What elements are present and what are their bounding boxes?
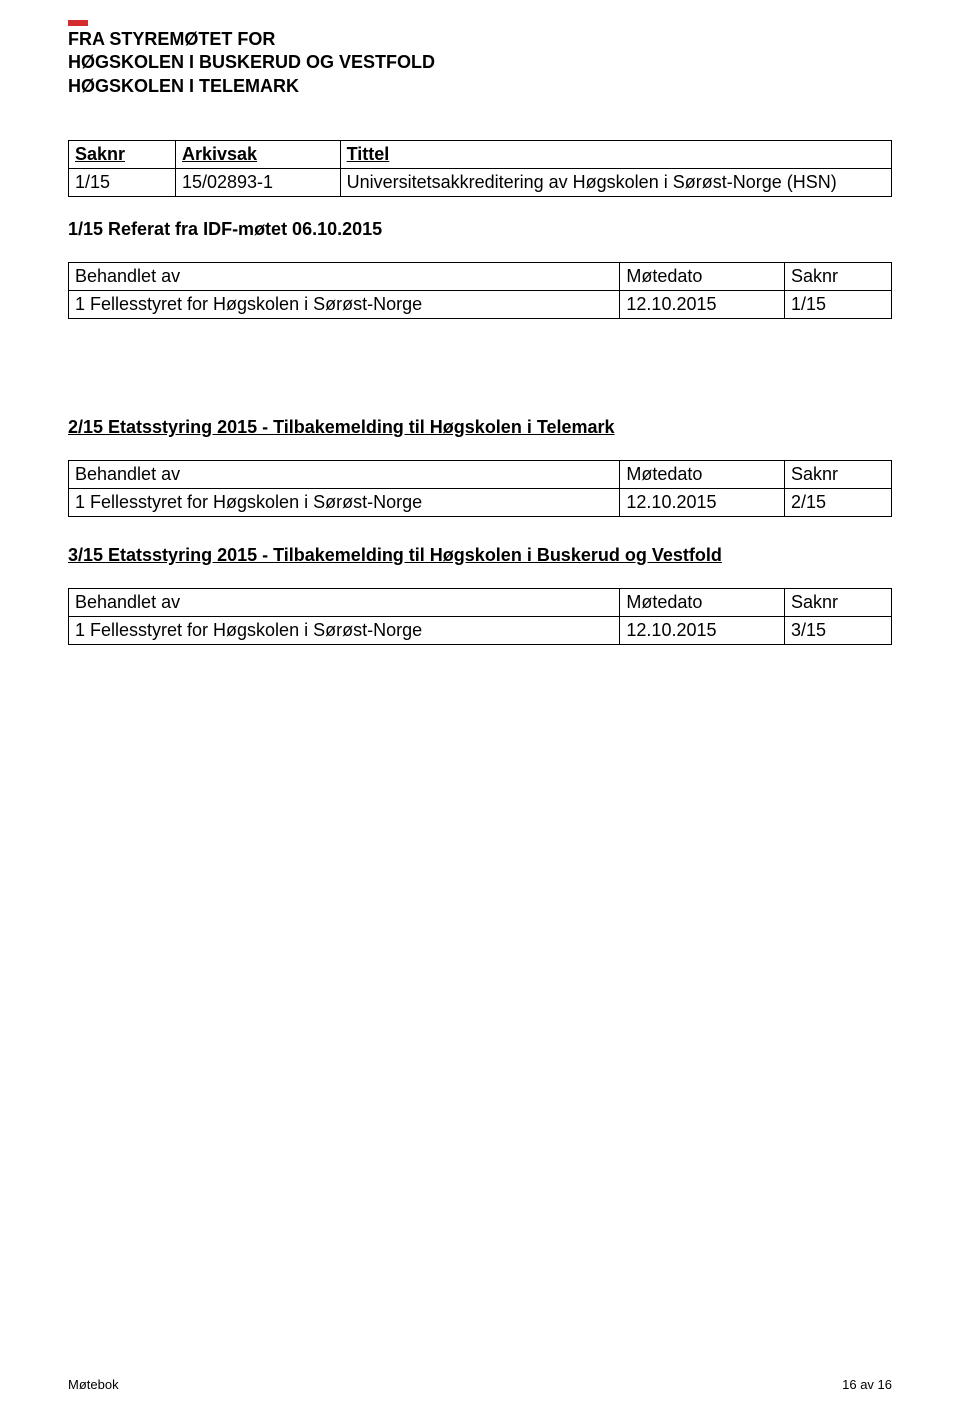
cell-behandlet: 1 Fellesstyret for Høgskolen i Sørøst-No…	[69, 489, 620, 517]
cell-motedato: 12.10.2015	[620, 291, 785, 319]
table-header-row: Behandlet av Møtedato Saknr	[69, 263, 892, 291]
cell-motedato: 12.10.2015	[620, 617, 785, 645]
col-header-motedato: Møtedato	[620, 589, 785, 617]
header-line-3: HØGSKOLEN I TELEMARK	[68, 75, 892, 98]
section-1-heading: 1/15 Referat fra IDF-møtet 06.10.2015	[68, 219, 892, 240]
section-2-table: Behandlet av Møtedato Saknr 1 Fellesstyr…	[68, 460, 892, 517]
col-header-saknr: Saknr	[785, 263, 892, 291]
table-header-row: Saknr Arkivsak Tittel	[69, 141, 892, 169]
col-header-behandlet: Behandlet av	[69, 461, 620, 489]
main-sak-table: Saknr Arkivsak Tittel 1/15 15/02893-1 Un…	[68, 140, 892, 197]
col-header-saknr: Saknr	[785, 589, 892, 617]
cell-tittel: Universitetsakkreditering av Høgskolen i…	[340, 169, 891, 197]
col-header-motedato: Møtedato	[620, 263, 785, 291]
col-header-motedato: Møtedato	[620, 461, 785, 489]
cell-saknr: 1/15	[69, 169, 176, 197]
document-page: FRA STYREMØTET FOR HØGSKOLEN I BUSKERUD …	[0, 0, 960, 1412]
col-header-saknr: Saknr	[785, 461, 892, 489]
col-header-saknr: Saknr	[69, 141, 176, 169]
section-3-table: Behandlet av Møtedato Saknr 1 Fellesstyr…	[68, 588, 892, 645]
cell-saknr: 1/15	[785, 291, 892, 319]
section-3-heading: 3/15 Etatsstyring 2015 - Tilbakemelding …	[68, 545, 892, 566]
table-row: 1 Fellesstyret for Høgskolen i Sørøst-No…	[69, 291, 892, 319]
table-row: 1/15 15/02893-1 Universitetsakkrediterin…	[69, 169, 892, 197]
cell-arkivsak: 15/02893-1	[175, 169, 340, 197]
col-header-behandlet: Behandlet av	[69, 263, 620, 291]
cell-saknr: 2/15	[785, 489, 892, 517]
table-row: 1 Fellesstyret for Høgskolen i Sørøst-No…	[69, 489, 892, 517]
cell-saknr: 3/15	[785, 617, 892, 645]
table-row: 1 Fellesstyret for Høgskolen i Sørøst-No…	[69, 617, 892, 645]
table-header-row: Behandlet av Møtedato Saknr	[69, 461, 892, 489]
footer-left: Møtebok	[68, 1377, 119, 1392]
cell-behandlet: 1 Fellesstyret for Høgskolen i Sørøst-No…	[69, 291, 620, 319]
col-header-arkivsak: Arkivsak	[175, 141, 340, 169]
section-1-table: Behandlet av Møtedato Saknr 1 Fellesstyr…	[68, 262, 892, 319]
col-header-behandlet: Behandlet av	[69, 589, 620, 617]
cell-motedato: 12.10.2015	[620, 489, 785, 517]
cell-behandlet: 1 Fellesstyret for Høgskolen i Sørøst-No…	[69, 617, 620, 645]
header-line-2: HØGSKOLEN I BUSKERUD OG VESTFOLD	[68, 51, 892, 74]
header-line-1: FRA STYREMØTET FOR	[68, 28, 892, 51]
footer-right: 16 av 16	[842, 1377, 892, 1392]
red-mark-icon	[68, 20, 88, 26]
spacer	[68, 319, 892, 367]
table-header-row: Behandlet av Møtedato Saknr	[69, 589, 892, 617]
page-header: FRA STYREMØTET FOR HØGSKOLEN I BUSKERUD …	[68, 28, 892, 98]
page-footer: Møtebok 16 av 16	[68, 1377, 892, 1392]
col-header-tittel: Tittel	[340, 141, 891, 169]
section-2-heading: 2/15 Etatsstyring 2015 - Tilbakemelding …	[68, 417, 892, 438]
